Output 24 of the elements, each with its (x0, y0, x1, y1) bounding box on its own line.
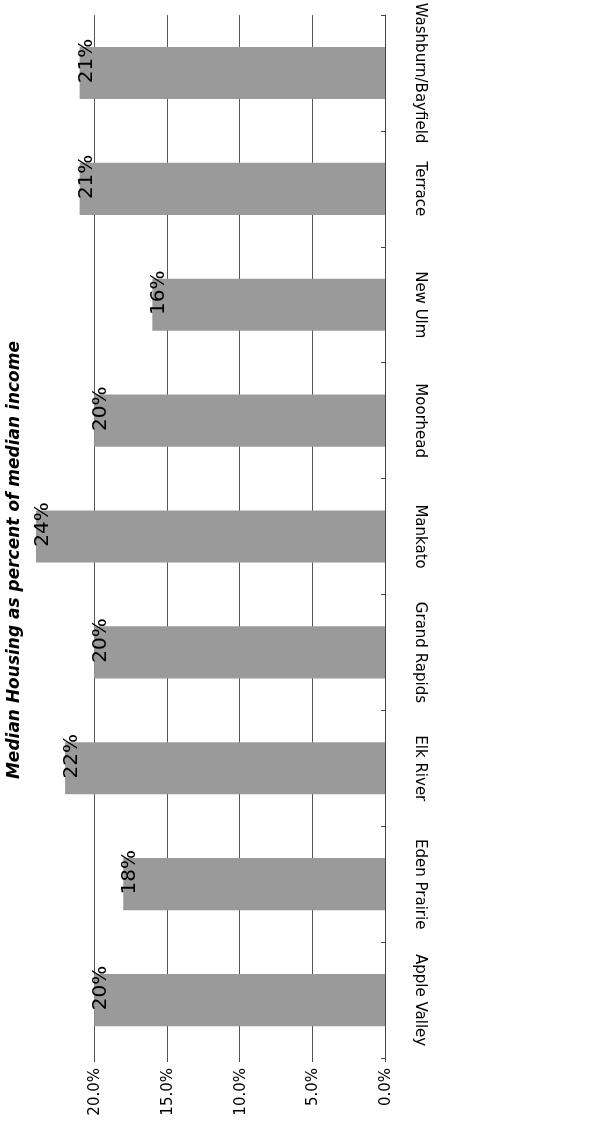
x-tick-label: 10.0% (230, 1068, 249, 1116)
data-label: 20% (87, 965, 112, 1011)
x-tick-label: 5.0% (303, 1068, 322, 1107)
y-tick-label: Moorhead (411, 383, 430, 458)
data-label: 21% (72, 154, 97, 200)
y-tick-label: Terrace (411, 160, 430, 217)
y-tick-label: Mankato (411, 504, 430, 569)
data-label: 21% (72, 38, 97, 84)
y-tick-label: Elk River (411, 735, 430, 803)
data-label: 22% (58, 734, 83, 779)
data-label: 24% (29, 502, 53, 547)
x-tick-label: 20.0% (85, 1068, 104, 1116)
y-tick-label: New Ulm (411, 271, 430, 339)
x-tick-label: 0.0% (376, 1068, 394, 1107)
y-tick-label: Washburn/Bayfield (411, 2, 430, 144)
y-tick-label: Apple Valley (411, 953, 430, 1047)
data-label: 18% (116, 849, 141, 895)
text: Median Housing as percent of median income (3, 340, 23, 780)
y-tick-label: Eden Prairie (411, 838, 430, 930)
data-label: 20% (87, 386, 112, 431)
y-tick-label: Grand Rapids (411, 601, 430, 704)
x-tick-label: 15.0% (157, 1068, 176, 1116)
data-label: 20% (87, 618, 112, 663)
data-label: 16% (145, 270, 170, 316)
